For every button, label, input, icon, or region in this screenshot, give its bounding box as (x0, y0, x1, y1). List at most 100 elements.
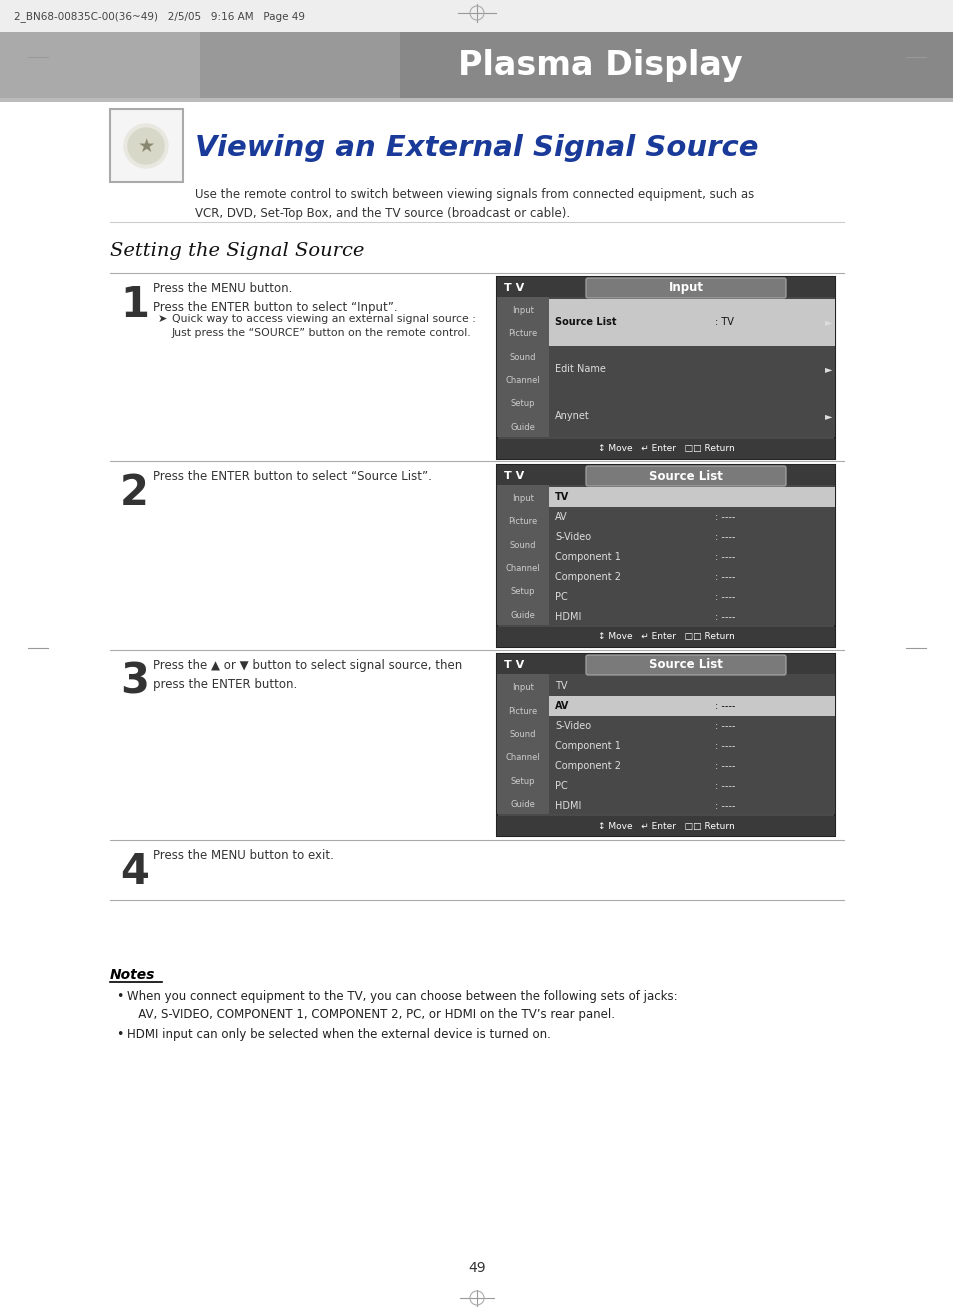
Bar (200, 31, 953, 100)
Text: Press the ENTER button to select “Source List”.: Press the ENTER button to select “Source… (152, 470, 432, 483)
Bar (548, 485, 834, 625)
Text: •: • (116, 1028, 123, 1041)
Bar (0, 98, 953, 102)
Text: Guide: Guide (510, 800, 535, 808)
Text: : TV: : TV (714, 317, 733, 328)
Text: : ----: : ---- (714, 761, 735, 772)
Text: ►: ► (824, 410, 832, 421)
Text: : ----: : ---- (714, 592, 735, 603)
Bar (497, 654, 834, 836)
Text: Plasma Display: Plasma Display (457, 50, 741, 83)
Text: AV: AV (555, 512, 567, 521)
Text: When you connect equipment to the TV, you can choose between the following sets : When you connect equipment to the TV, yo… (127, 990, 677, 1020)
Text: Picture: Picture (508, 706, 537, 715)
Text: S-Video: S-Video (555, 532, 591, 542)
Text: HDMI input can only be selected when the external device is turned on.: HDMI input can only be selected when the… (127, 1028, 550, 1041)
Text: T V: T V (503, 472, 524, 481)
Text: Press the MENU button.
Press the ENTER button to select “Input”.: Press the MENU button. Press the ENTER b… (152, 282, 397, 314)
Text: Notes: Notes (110, 968, 155, 982)
Text: TV: TV (555, 493, 569, 502)
Text: ↕ Move   ↵ Enter   □□ Return: ↕ Move ↵ Enter □□ Return (597, 821, 734, 831)
Text: ★: ★ (137, 136, 154, 156)
Text: ↕ Move   ↵ Enter   □□ Return: ↕ Move ↵ Enter □□ Return (597, 633, 734, 642)
Text: Viewing an External Signal Source: Viewing an External Signal Source (194, 134, 758, 162)
Bar (497, 297, 548, 438)
Text: Channel: Channel (505, 753, 539, 762)
Bar (548, 297, 834, 438)
Text: T V: T V (503, 660, 524, 669)
Text: Sound: Sound (509, 541, 536, 550)
Text: : ----: : ---- (714, 721, 735, 731)
Text: Quick way to access viewing an external signal source :
Just press the “SOURCE” : Quick way to access viewing an external … (172, 314, 476, 338)
Text: Guide: Guide (510, 610, 535, 620)
Text: Input: Input (512, 307, 534, 316)
Text: Source List: Source List (648, 659, 722, 672)
Text: ►: ► (824, 317, 832, 328)
Text: Input: Input (512, 684, 534, 692)
Bar (497, 654, 834, 676)
Text: Press the ▲ or ▼ button to select signal source, then
press the ENTER button.: Press the ▲ or ▼ button to select signal… (152, 659, 462, 690)
Text: Press the MENU button to exit.: Press the MENU button to exit. (152, 849, 334, 862)
Bar (548, 299, 834, 346)
Text: Use the remote control to switch between viewing signals from connected equipmen: Use the remote control to switch between… (194, 189, 754, 220)
Circle shape (124, 124, 168, 168)
Text: Setup: Setup (510, 777, 535, 786)
Bar (497, 276, 834, 299)
Text: 2: 2 (120, 472, 149, 514)
Text: 1: 1 (120, 284, 149, 326)
Bar (497, 439, 834, 458)
Text: Setup: Setup (510, 400, 535, 409)
Text: HDMI: HDMI (555, 800, 580, 811)
Circle shape (128, 128, 164, 164)
Bar (548, 487, 834, 507)
Text: Channel: Channel (505, 376, 539, 385)
Text: ►: ► (824, 364, 832, 373)
Text: : ----: : ---- (714, 572, 735, 582)
Bar (497, 276, 834, 458)
Text: Input: Input (668, 282, 702, 295)
Bar (497, 485, 548, 625)
Text: Input: Input (512, 494, 534, 503)
Bar (548, 696, 834, 717)
Text: Anynet: Anynet (555, 410, 589, 421)
Text: : ----: : ---- (714, 781, 735, 791)
Bar (110, 109, 183, 182)
Text: HDMI: HDMI (555, 612, 580, 622)
Bar (497, 465, 834, 487)
Text: Edit Name: Edit Name (555, 364, 605, 373)
Bar (0, 31, 953, 100)
Bar (399, 31, 953, 100)
FancyBboxPatch shape (585, 466, 785, 486)
Text: 4: 4 (120, 852, 149, 893)
Text: Source List: Source List (648, 469, 722, 482)
Text: TV: TV (555, 681, 567, 690)
Text: AV: AV (555, 701, 569, 711)
Text: •: • (116, 990, 123, 1003)
Text: Source List: Source List (555, 317, 616, 328)
Text: S-Video: S-Video (555, 721, 591, 731)
Text: Component 1: Component 1 (555, 552, 620, 562)
Text: Picture: Picture (508, 330, 537, 338)
Text: : ----: : ---- (714, 612, 735, 622)
Bar (497, 627, 834, 647)
Text: Guide: Guide (510, 423, 535, 432)
Text: Component 2: Component 2 (555, 761, 620, 772)
Text: Setup: Setup (510, 587, 535, 596)
Bar (497, 816, 834, 836)
Text: 3: 3 (120, 662, 149, 703)
Text: Channel: Channel (505, 565, 539, 574)
Text: ➤: ➤ (158, 314, 167, 324)
Bar (497, 465, 834, 647)
Text: Component 2: Component 2 (555, 572, 620, 582)
Text: Sound: Sound (509, 352, 536, 362)
FancyBboxPatch shape (585, 278, 785, 297)
Bar (548, 675, 834, 814)
Text: Picture: Picture (508, 517, 537, 527)
Text: : ----: : ---- (714, 701, 735, 711)
Text: PC: PC (555, 592, 567, 603)
Text: : ----: : ---- (714, 532, 735, 542)
Text: PC: PC (555, 781, 567, 791)
Text: : ----: : ---- (714, 741, 735, 751)
Text: 49: 49 (468, 1262, 485, 1275)
Text: T V: T V (503, 283, 524, 293)
